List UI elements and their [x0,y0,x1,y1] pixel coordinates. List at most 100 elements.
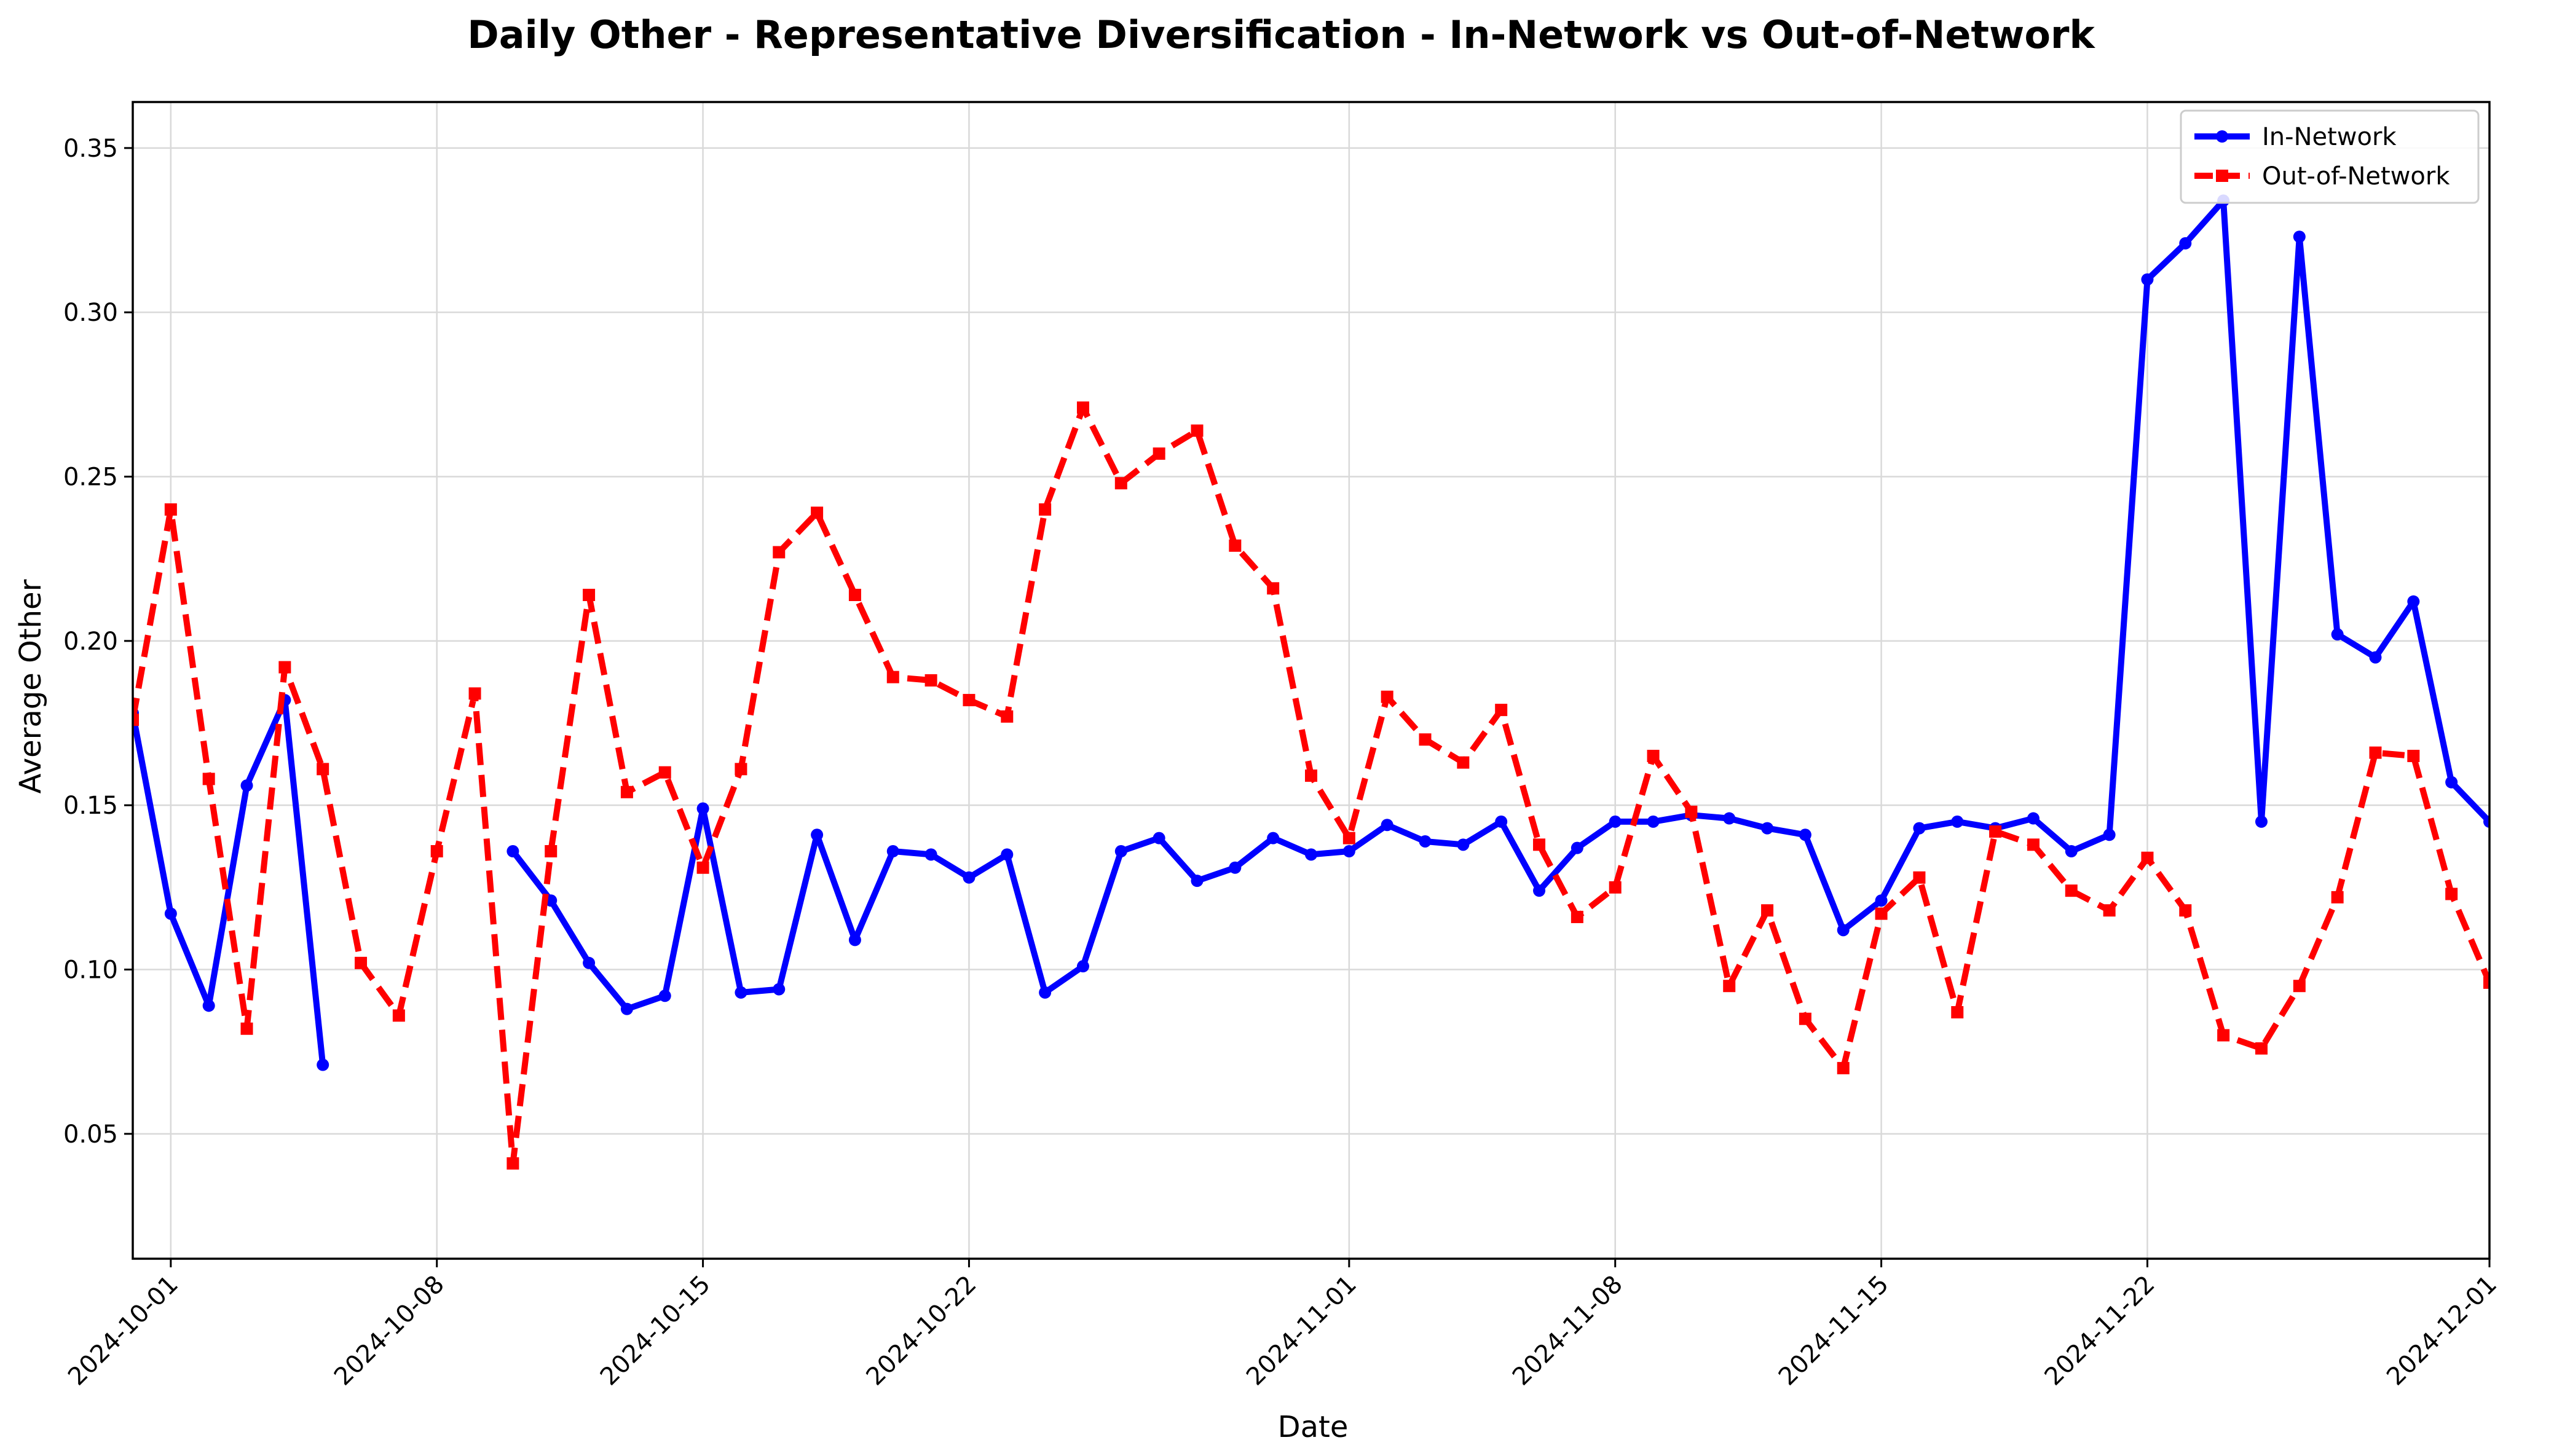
data-point [2027,838,2040,851]
data-point [545,845,558,858]
data-point [1913,822,1926,835]
data-point [2483,815,2489,828]
x-tick-label: 2024-11-08 [1507,1270,1628,1391]
data-point [1875,907,1888,920]
data-point [1837,924,1850,937]
legend-label: In-Network [2262,123,2397,151]
data-point [1609,815,1622,828]
x-tick-label: 2024-10-01 [63,1270,184,1391]
data-point [2293,980,2306,993]
data-point [2179,904,2192,917]
x-tick-label: 2024-10-08 [329,1270,450,1391]
data-point [1799,828,1811,841]
data-point [2065,845,2078,858]
data-point [1457,838,1470,851]
legend-marker [2216,170,2228,182]
data-point [963,871,976,884]
data-point [1114,845,1127,858]
data-point [2027,812,2040,825]
data-point [1229,539,1242,552]
data-point [811,506,824,519]
data-point [1761,822,1774,835]
data-point [1989,825,2002,838]
data-point [1495,704,1508,717]
data-point [506,845,519,858]
data-point [317,763,329,776]
y-tick-label: 0.20 [63,628,118,656]
data-point [1153,447,1165,460]
data-point [1419,733,1432,746]
data-point [1305,769,1317,782]
data-point [1153,832,1165,844]
data-point [2255,815,2268,828]
data-point [1381,819,1393,832]
legend: In-Network Out-of-Network [2180,109,2480,204]
data-point [317,1058,329,1071]
data-point [886,845,899,858]
data-point [696,861,709,874]
data-point [2331,628,2344,641]
data-point [735,986,747,999]
data-point [1419,835,1432,848]
data-point [848,588,861,601]
data-point [1001,848,1014,861]
series-area [133,194,2489,1170]
data-point [2407,595,2420,608]
data-point [355,956,368,969]
data-point [773,546,786,559]
data-point [164,503,177,516]
data-point [658,990,671,1002]
data-point [1076,401,1089,414]
data-point [658,766,671,779]
data-point [735,763,747,776]
data-point [1342,832,1355,844]
data-point [1495,815,1508,828]
y-tick-label: 0.15 [63,792,118,820]
data-point [202,999,215,1012]
data-point [392,1009,405,1022]
series-line [133,404,2489,1167]
x-tick-label: 2024-11-01 [1241,1270,1362,1391]
data-point [202,773,215,785]
data-point [1191,875,1204,887]
data-point [2141,273,2154,286]
data-point [133,714,139,726]
data-point [1267,832,1280,844]
data-point [506,1157,519,1170]
plot-frame [132,101,2491,1260]
data-point [2407,749,2420,762]
data-point [1229,861,1242,874]
data-point [1951,1006,1964,1019]
data-point [2179,237,2192,250]
legend-marker [2216,130,2228,143]
x-tick-label: 2024-11-15 [1773,1270,1894,1391]
data-point [1267,582,1280,595]
data-point [924,848,937,861]
data-point [620,1002,633,1015]
data-point [1799,1012,1811,1025]
data-point [1039,986,1052,999]
x-tick-label: 2024-11-22 [2040,1270,2161,1391]
data-point [1001,710,1014,723]
data-point [924,674,937,687]
data-point [278,661,291,674]
data-point [1533,838,1546,851]
data-point [1647,815,1660,828]
data-point [1647,749,1660,762]
data-point [1571,841,1583,854]
data-point [1039,503,1052,516]
data-point [2103,828,2116,841]
y-tick-label: 0.35 [63,135,118,163]
data-point [2445,887,2458,900]
data-point [1875,894,1888,907]
data-point [2445,776,2458,789]
data-point [2255,1042,2268,1055]
data-point [1761,904,1774,917]
y-tick-label: 0.10 [63,956,118,985]
data-point [1837,1061,1850,1074]
data-point [1913,871,1926,884]
chart-title: Daily Other - Representative Diversifica… [467,12,2095,57]
series-1 [133,401,2489,1170]
data-point [2103,904,2116,917]
